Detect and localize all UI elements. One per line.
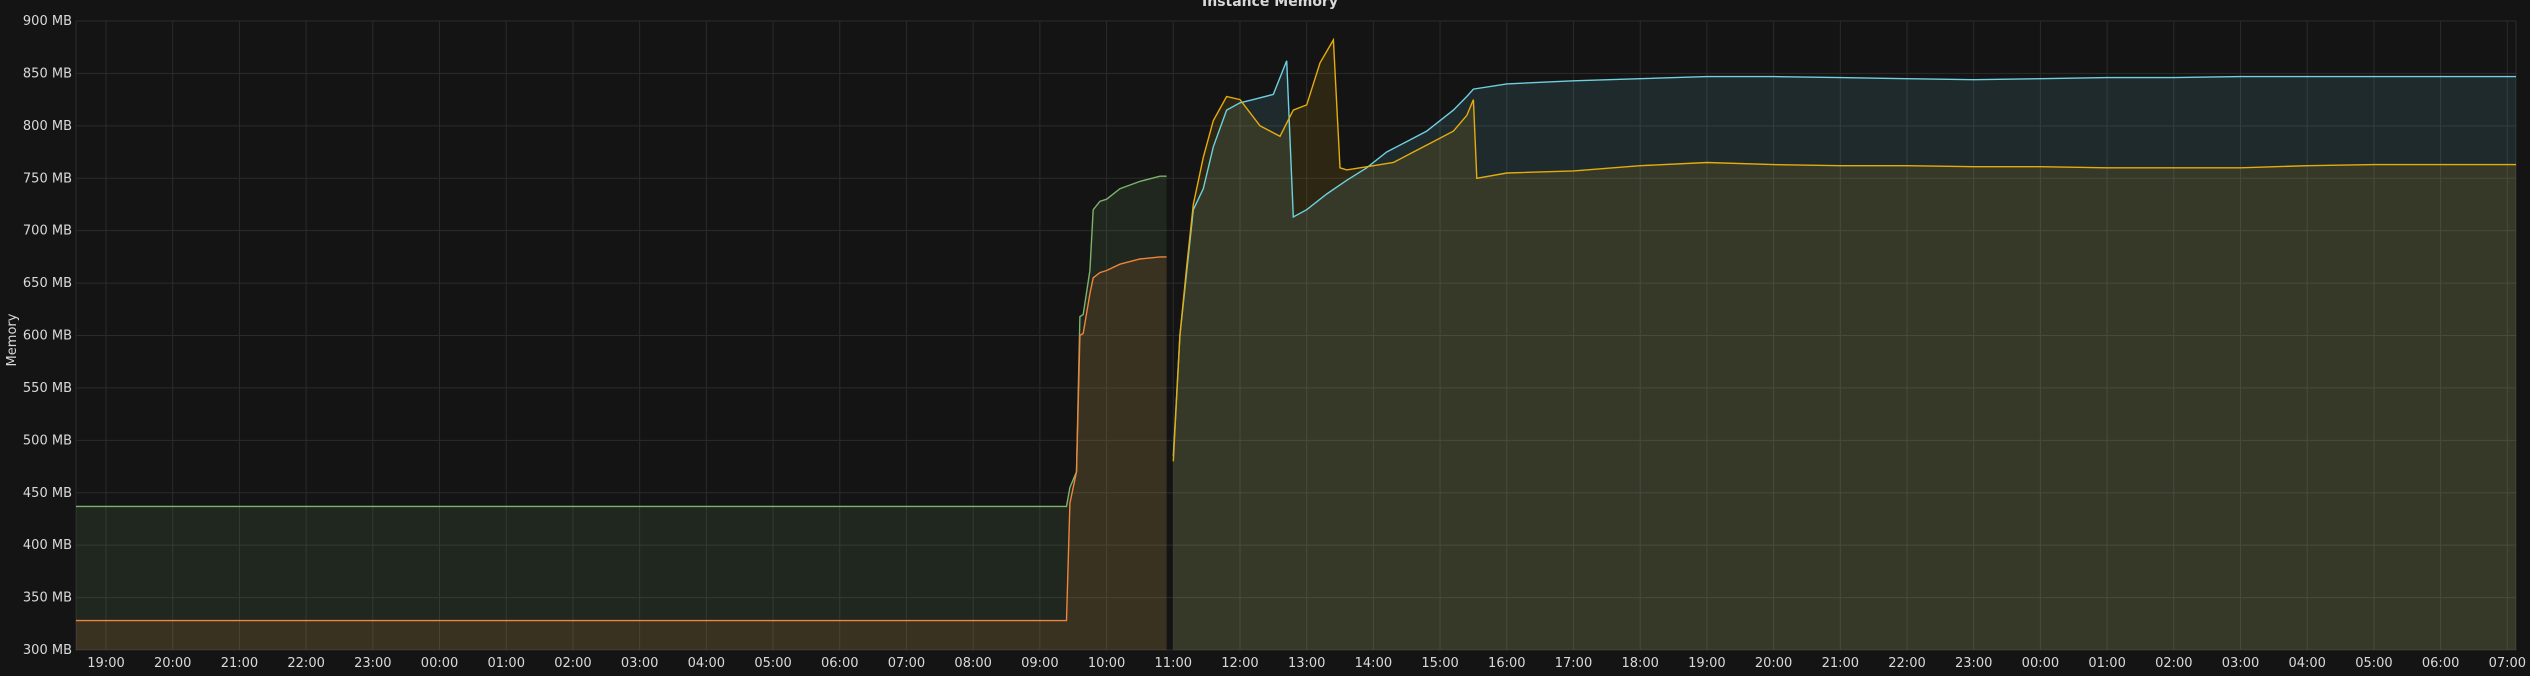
x-tick-label: 10:00 [1088, 656, 1125, 671]
y-axis-ticks: 300 MB 350 MB 400 MB 450 MB 500 MB 550 MB 600 … [23, 14, 72, 658]
x-tick-label: 04:00 [2288, 656, 2325, 671]
x-tick-label: 18:00 [1621, 656, 1658, 671]
x-tick-label: 09:00 [1021, 656, 1058, 671]
x-tick-label: 00:00 [2022, 656, 2059, 671]
y-tick-label: 300 MB [23, 643, 72, 658]
series-1-line[interactable] [76, 256, 1167, 622]
series-areas [76, 39, 2516, 651]
series-3-area [1173, 39, 2516, 650]
y-tick-label: 750 MB [23, 171, 72, 186]
x-tick-label: 06:00 [821, 656, 858, 671]
series-0-line[interactable] [76, 175, 1167, 508]
x-tick-label: 17:00 [1555, 656, 1592, 671]
x-tick-label: 00:00 [421, 656, 458, 671]
x-tick-label: 19:00 [1688, 656, 1725, 671]
y-tick-label: 450 MB [23, 486, 72, 501]
x-tick-label: 13:00 [1288, 656, 1325, 671]
x-tick-label: 16:00 [1488, 656, 1525, 671]
x-tick-label: 04:00 [688, 656, 725, 671]
series-3-line[interactable] [1172, 37, 2516, 462]
x-tick-label: 12:00 [1221, 656, 1258, 671]
x-tick-label: 08:00 [954, 656, 991, 671]
x-tick-label: 21:00 [1822, 656, 1859, 671]
series-0-area [76, 176, 1167, 650]
x-tick-label: 03:00 [2222, 656, 2259, 671]
x-tick-label: 11:00 [1155, 656, 1192, 671]
x-tick-label: 19:00 [87, 656, 124, 671]
x-tick-label: 07:00 [888, 656, 925, 671]
y-tick-label: 850 MB [23, 66, 72, 81]
x-tick-label: 01:00 [2088, 656, 2125, 671]
x-tick-label: 23:00 [1955, 656, 1992, 671]
y-tick-label: 550 MB [23, 381, 72, 396]
x-tick-label: 22:00 [1888, 656, 1925, 671]
y-tick-label: 600 MB [23, 329, 72, 344]
x-tick-label: 21:00 [221, 656, 258, 671]
y-tick-label: 700 MB [23, 224, 72, 239]
series-2-line[interactable] [1172, 60, 2516, 457]
y-tick-label: 350 MB [23, 591, 72, 606]
x-tick-label: 02:00 [2155, 656, 2192, 671]
chart-title[interactable]: Instance Memory [1202, 0, 1338, 10]
x-tick-label: 02:00 [554, 656, 591, 671]
y-tick-label: 900 MB [23, 14, 72, 29]
x-tick-label: 20:00 [154, 656, 191, 671]
x-tick-label: 14:00 [1355, 656, 1392, 671]
series-lines [76, 37, 2516, 622]
x-tick-label: 06:00 [2422, 656, 2459, 671]
x-tick-label: 05:00 [754, 656, 791, 671]
x-axis-ticks: 19:00 20:00 21:00 22:00 23:00 00:00 01:00 02:00… [87, 656, 2526, 671]
series-2-area [1173, 60, 2516, 651]
y-tick-label: 800 MB [23, 119, 72, 134]
x-tick-label: 03:00 [621, 656, 658, 671]
y-tick-label: 400 MB [23, 538, 72, 553]
y-tick-label: 500 MB [23, 433, 72, 448]
x-tick-label: 20:00 [1755, 656, 1792, 671]
y-axis-title: Memory [5, 313, 20, 366]
x-tick-label: 22:00 [287, 656, 324, 671]
x-tick-label: 15:00 [1421, 656, 1458, 671]
grid [75, 20, 2517, 651]
y-tick-label: 650 MB [23, 276, 72, 291]
x-tick-label: 07:00 [2489, 656, 2526, 671]
x-tick-label: 01:00 [488, 656, 525, 671]
x-tick-label: 05:00 [2355, 656, 2392, 671]
x-tick-label: 23:00 [354, 656, 391, 671]
